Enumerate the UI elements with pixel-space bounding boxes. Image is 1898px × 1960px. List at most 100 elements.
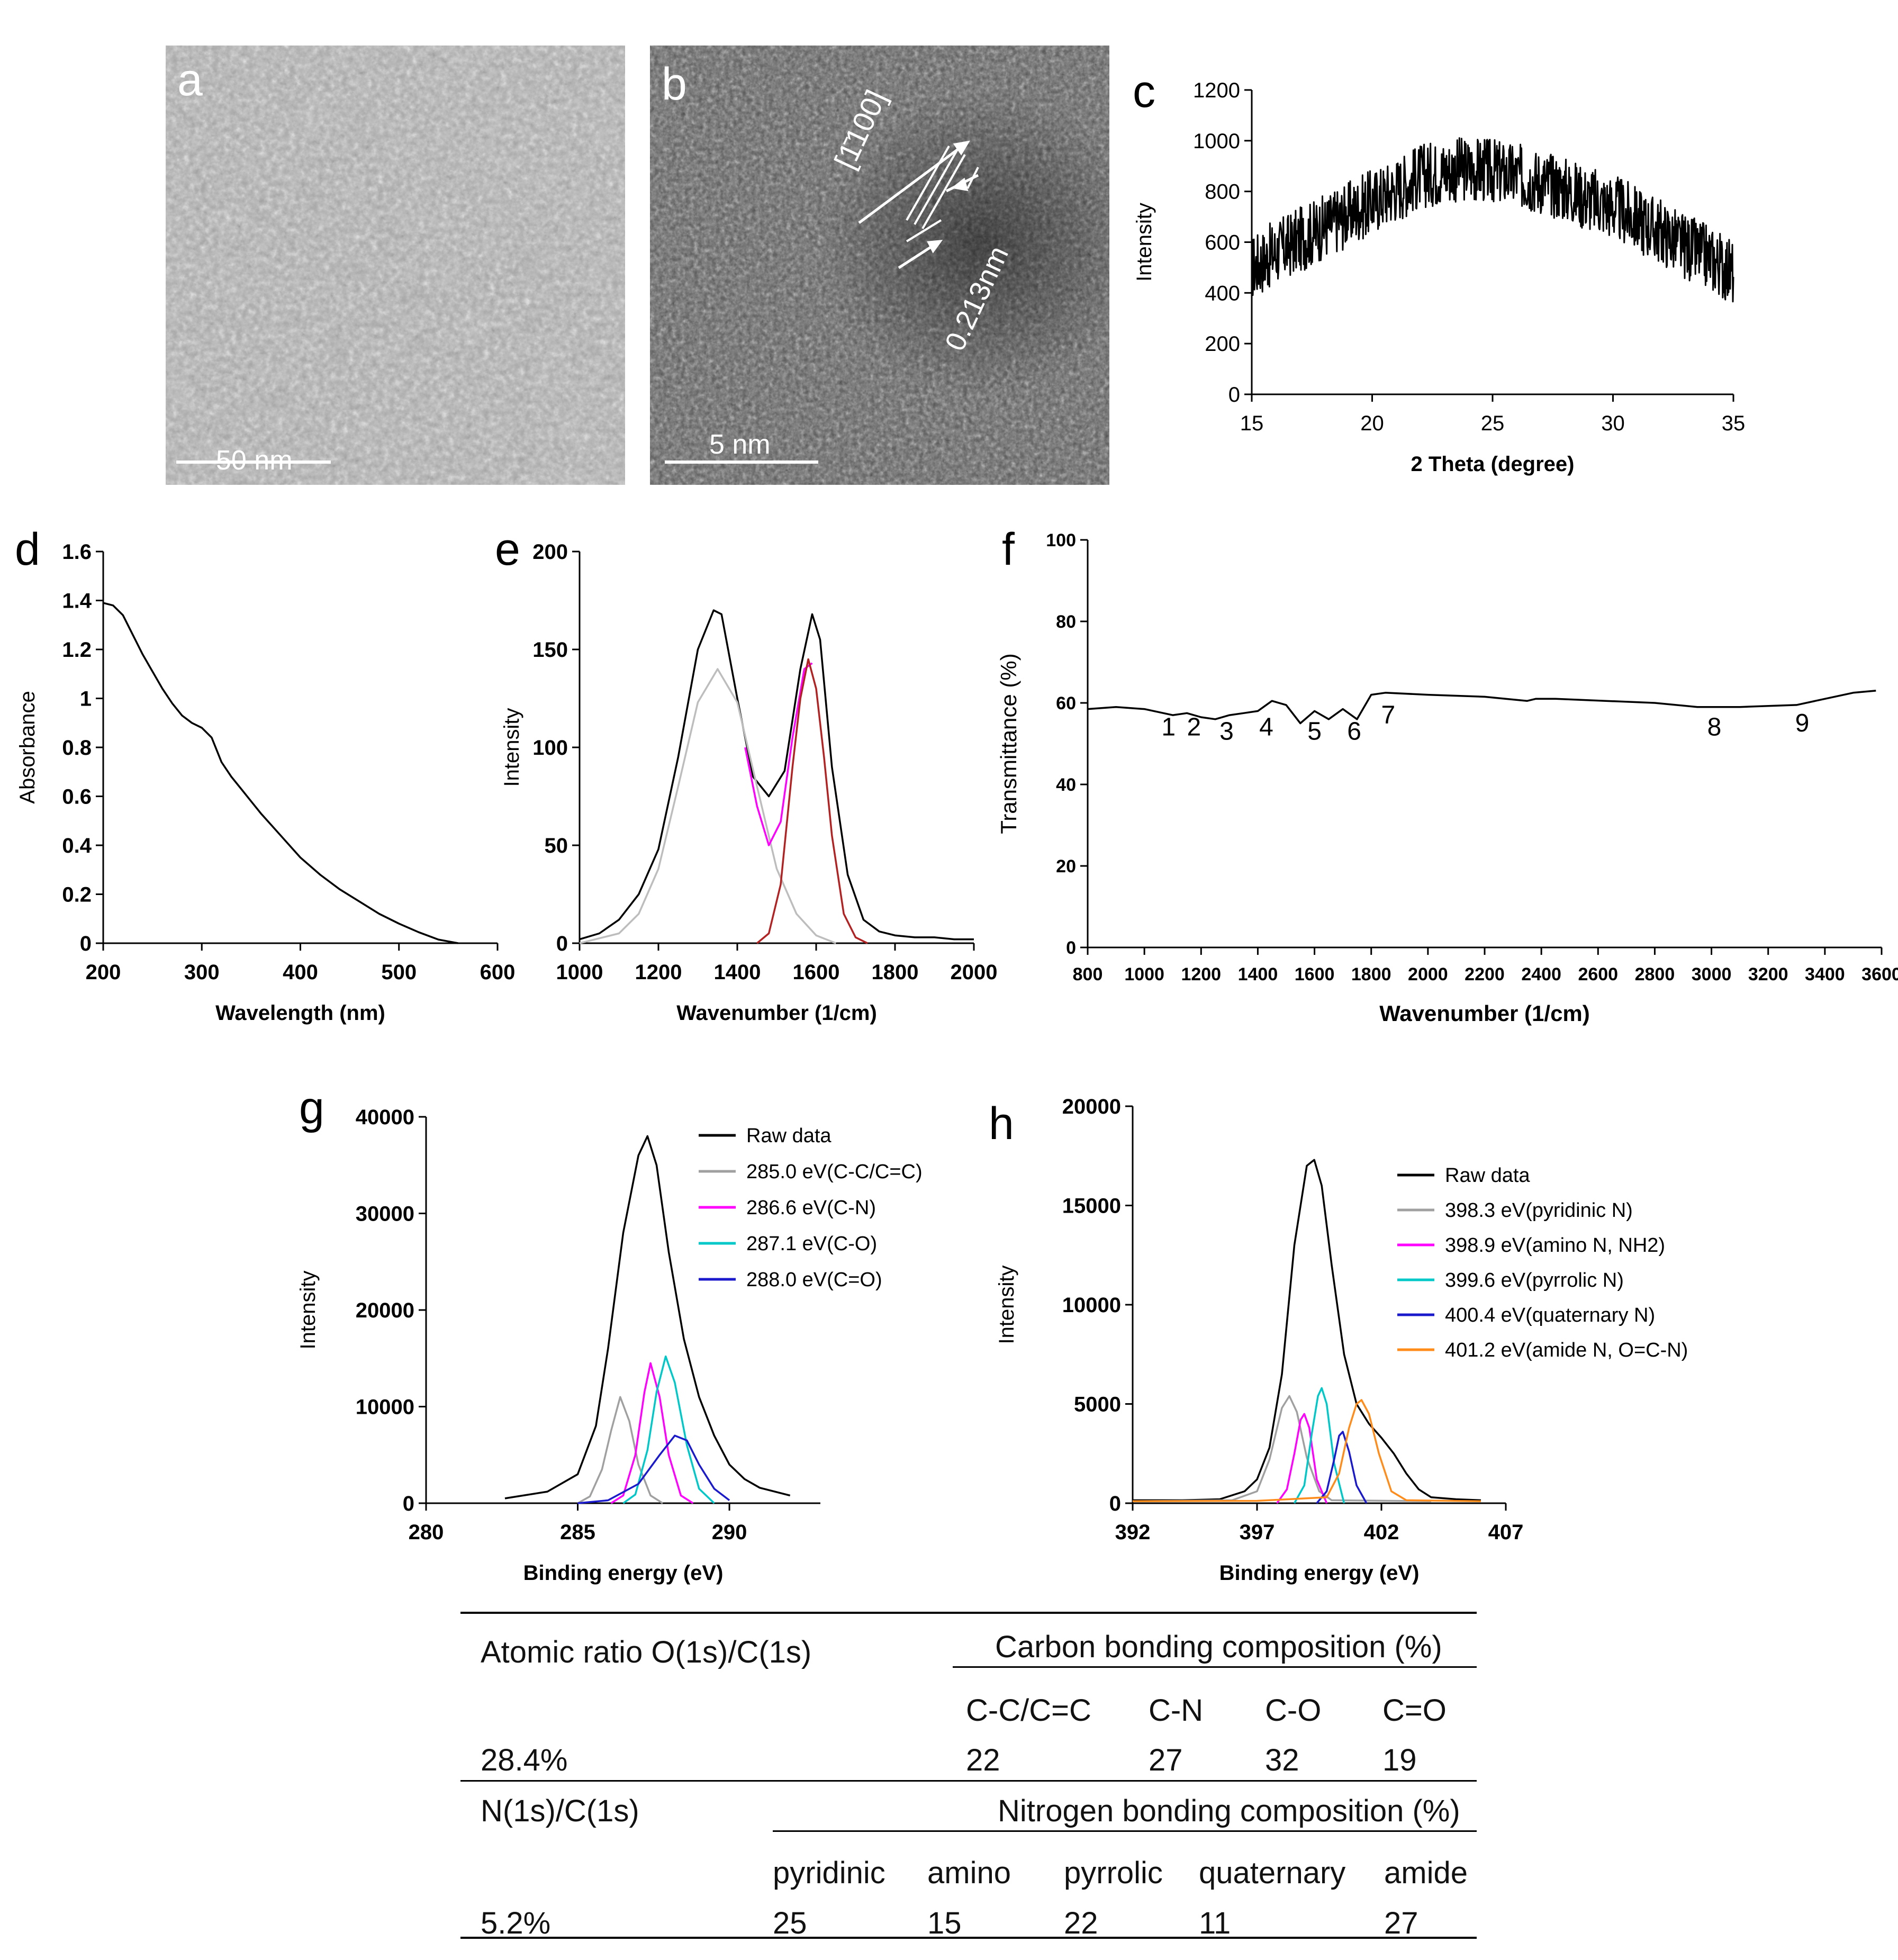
x-tick-label: 500 [381, 961, 417, 984]
nitrogen-sub-0: pyridinic [773, 1856, 885, 1890]
y-tick-label: 50 [545, 834, 568, 857]
panel-label-d: d [15, 524, 40, 575]
chart-d-uvvis: 0 0.2 0.4 0.6 0.8 1 1.2 1.4 1.6 200 300 400 500 600 Wa… [16, 540, 516, 1025]
peak-annotation: 9 [1795, 709, 1810, 737]
series-line-g-1 [577, 1396, 663, 1504]
x-tick-label: 2000 [951, 961, 998, 984]
carbon-val-1: 27 [1149, 1743, 1183, 1777]
nitrogen-header-rule [773, 1830, 1477, 1832]
legend-label: 285.0 eV(C-C/C=C) [746, 1161, 923, 1183]
y-tick-label: 200 [532, 540, 568, 564]
y-tick-label: 60 [1056, 693, 1076, 713]
series-line-f-0 [1087, 690, 1876, 725]
x-tick-label: 1400 [1238, 964, 1278, 984]
x-tick-label: 600 [480, 961, 516, 984]
y-tick-label: 20000 [1062, 1096, 1121, 1118]
nitrogen-val-0: 25 [773, 1906, 807, 1940]
y-tick-label: 0.8 [62, 736, 92, 760]
series-line-g-3 [622, 1355, 715, 1504]
carbon-header-rule [953, 1666, 1477, 1668]
carbon-sub-3: C=O [1382, 1693, 1447, 1728]
y-tick-label: 150 [532, 638, 568, 662]
nitrogen-val-3: 11 [1199, 1906, 1231, 1940]
panel-label-g: g [299, 1082, 324, 1133]
peak-annotation: 8 [1707, 713, 1722, 742]
carbon-val-0: 22 [966, 1743, 1000, 1777]
arrows [858, 140, 979, 269]
peak-annotation: 1 [1161, 713, 1176, 742]
legend-label: 401.2 eV(amide N, O=C-N) [1445, 1339, 1688, 1361]
x-tick-label: 2200 [1465, 964, 1505, 984]
nitrogen-val-4: 27 [1384, 1906, 1418, 1940]
chart-g-xps-c1s: 0 10000 20000 30000 40000 280 285 290 Binding en… [296, 1106, 923, 1585]
x-tick-label: 280 [409, 1521, 444, 1544]
chart-h-xps-n1s: 0 5000 10000 15000 20000 392 397 402 407 Binding … [995, 1096, 1688, 1585]
peak-annotation: 4 [1259, 713, 1273, 742]
legend-label: 287.1 eV(C-O) [746, 1233, 877, 1255]
series-line-h-5 [1132, 1399, 1481, 1503]
x-axis-label: 2 Theta (degree) [1411, 453, 1575, 476]
series-line-e-0 [579, 609, 974, 941]
x-tick-label: 300 [184, 961, 220, 984]
y-tick-label: 1200 [1193, 79, 1240, 102]
y-tick-label: 0.2 [62, 883, 92, 907]
x-tick-label: 1200 [635, 961, 682, 984]
series-line-e-2 [744, 662, 813, 846]
legend-label: 286.6 eV(C-N) [746, 1197, 876, 1219]
x-axis-label: Wavenumber (1/cm) [1379, 1001, 1590, 1026]
series-line-g-4 [577, 1434, 730, 1504]
panel-label-e: e [495, 524, 520, 575]
legend-label: Raw data [1445, 1164, 1530, 1187]
x-tick-label: 2400 [1521, 964, 1561, 984]
carbon-group-header: Carbon bonding composition (%) [995, 1630, 1442, 1664]
x-tick-label: 1000 [556, 961, 603, 984]
y-axis-label: Intensity [500, 708, 523, 787]
y-tick-label: 5000 [1074, 1393, 1121, 1416]
legend-label: 400.4 eV(quaternary N) [1445, 1304, 1655, 1326]
nitrogen-group-header: Nitrogen bonding composition (%) [998, 1794, 1460, 1828]
y-tick-label: 0 [80, 932, 92, 955]
x-tick-label: 2600 [1578, 964, 1618, 984]
tem-image-a: a 50 nm [166, 46, 625, 485]
nitrogen-sub-3: quaternary [1199, 1856, 1346, 1890]
y-tick-label: 100 [532, 736, 568, 760]
hrtem-image-b: b [1̄100] 0.213nm 5 nm [650, 46, 1109, 485]
x-axis-label: Wavenumber (1/cm) [676, 1001, 877, 1025]
x-tick-label: 400 [283, 961, 318, 984]
legend-label: 399.6 eV(pyrrolic N) [1445, 1269, 1624, 1291]
scale-bar-label-b: 5 nm [709, 429, 771, 460]
x-tick-label: 20 [1360, 412, 1384, 435]
y-tick-label: 200 [1205, 332, 1240, 356]
o-c-ratio-value: 28.4% [481, 1743, 568, 1777]
series-line-c-0 [1251, 137, 1734, 303]
y-tick-label: 40 [1056, 775, 1076, 795]
x-tick-label: 407 [1488, 1521, 1524, 1544]
x-tick-label: 1600 [1295, 964, 1335, 984]
panel-label-h: h [989, 1098, 1014, 1149]
legend-label: Raw data [746, 1125, 831, 1147]
y-tick-label: 20000 [356, 1299, 414, 1322]
peak-annotation: 3 [1219, 717, 1234, 745]
nitrogen-val-1: 15 [927, 1906, 962, 1940]
table-rule-bottom [460, 1937, 1477, 1939]
nitrogen-sub-4: amide [1384, 1856, 1468, 1890]
y-tick-label: 0.4 [62, 834, 92, 857]
y-tick-label: 1 [80, 688, 92, 711]
x-tick-label: 35 [1722, 412, 1746, 435]
nitrogen-sub-1: amino [927, 1856, 1011, 1890]
x-tick-label: 2000 [1408, 964, 1448, 984]
n-c-ratio-value: 5.2% [481, 1906, 551, 1940]
series-line-d-0 [103, 602, 458, 944]
series-line-h-1 [1132, 1395, 1432, 1503]
series-line-g-2 [610, 1362, 694, 1504]
x-tick-label: 3600 [1861, 964, 1898, 984]
x-tick-label: 1000 [1124, 964, 1164, 984]
table-rule-top [460, 1612, 1477, 1614]
y-tick-label: 30000 [356, 1203, 414, 1226]
series-line-e-1 [579, 668, 836, 944]
x-tick-label: 1800 [872, 961, 919, 984]
x-tick-label: 1800 [1351, 964, 1391, 984]
series-line-h-3 [1293, 1387, 1345, 1504]
x-tick-label: 3200 [1748, 964, 1788, 984]
y-tick-label: 1.2 [62, 638, 92, 662]
